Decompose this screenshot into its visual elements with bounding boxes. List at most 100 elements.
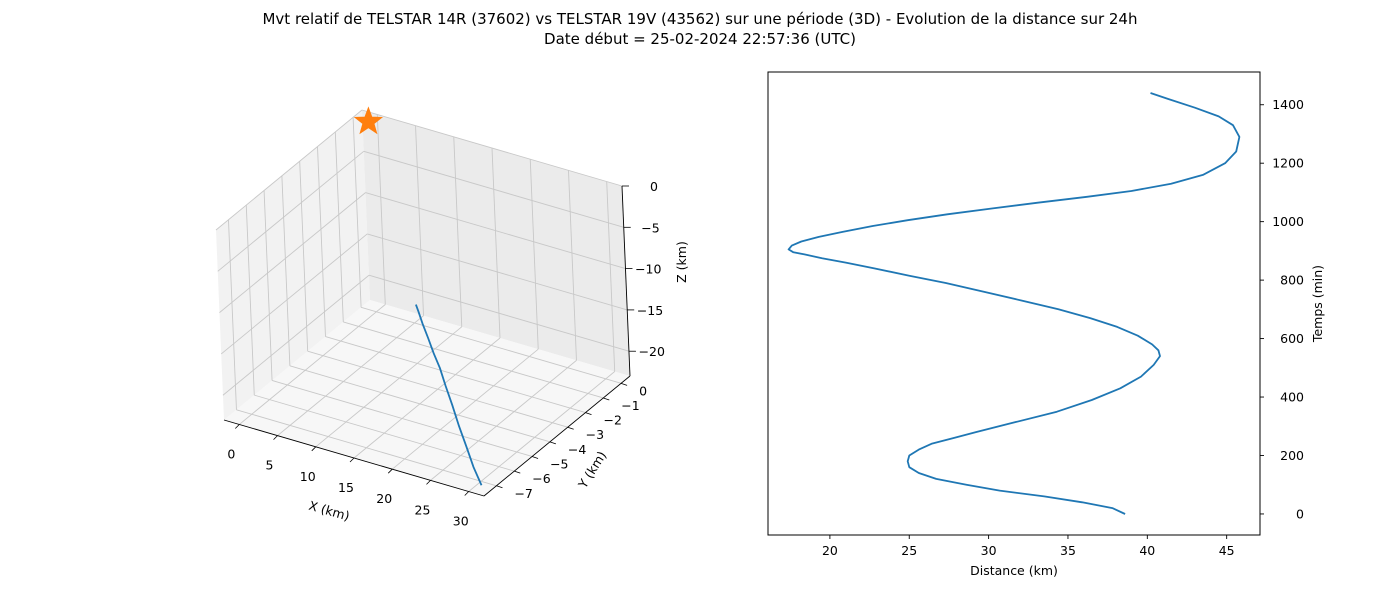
star-marker	[353, 106, 384, 135]
x-tick-label: 30	[981, 543, 997, 558]
gridline-y-left	[299, 161, 309, 352]
y-tick-label: 1400	[1272, 97, 1304, 112]
y-tick-label: −4	[568, 442, 586, 457]
gridline-z-back	[365, 192, 626, 270]
gridline-z-back	[361, 109, 623, 187]
x-axis-ticks: 20 25 30 35 40 45	[822, 535, 1235, 558]
z-tick-label: 0	[650, 179, 658, 194]
x-tick-label: 20	[822, 543, 838, 558]
y-tick-mark	[585, 412, 592, 415]
plot-frame	[767, 71, 1261, 536]
y-axis-ticks: 0 200 400 600 800 1000 1200 1400	[1260, 97, 1304, 521]
y-tick-mark	[603, 397, 610, 401]
gridline-y-left	[352, 117, 362, 308]
gridline-y-floor	[236, 409, 497, 487]
z-axis-line	[621, 185, 631, 377]
y-tick-label: 400	[1280, 390, 1304, 405]
gridline-x-back	[529, 159, 539, 350]
gridline-x-back	[453, 136, 463, 327]
x-tick-label: 20	[376, 491, 392, 506]
x-tick-label: 40	[1139, 543, 1155, 558]
y-tick-label: 800	[1280, 273, 1304, 288]
gridline-x-floor	[468, 371, 615, 492]
y-axis-line	[483, 375, 631, 497]
y-tick-label: 1200	[1272, 156, 1304, 171]
gridline-y-left	[334, 131, 344, 322]
gridline-x-back	[415, 125, 424, 316]
gridline-y-floor	[325, 336, 586, 414]
plot-distance-vs-time: 20 25 30 35 40 45 0 200 400 600 800 1000 1200 1400 D…	[767, 71, 1325, 578]
x-tick-label: 30	[453, 514, 469, 529]
gridline-x-floor	[315, 326, 463, 448]
x-tick-mark	[387, 468, 393, 474]
y-tick-label: 600	[1280, 331, 1304, 346]
gridline-y-left	[281, 175, 291, 366]
y-tick-mark	[567, 426, 574, 430]
gridline-x-back	[568, 170, 577, 361]
x-tick-mark	[235, 424, 240, 429]
gridline-x-floor	[391, 348, 539, 470]
plot-3d-relative-motion: 0510152025300−1−2−3−4−5−6−70−5−10−15−20 …	[215, 106, 689, 529]
trajectory-line	[415, 304, 483, 486]
x-tick-label: 10	[300, 469, 316, 484]
y-tick-label: 0	[1296, 506, 1304, 521]
3d-z-axis-label: Z (km)	[674, 241, 689, 283]
z-tick-label: −10	[635, 262, 661, 277]
gridline-y-left	[228, 219, 237, 410]
z-tick-label: −5	[641, 220, 659, 235]
y-tick-label: 200	[1280, 448, 1304, 463]
z-tick-label: −20	[639, 344, 665, 359]
gridline-z-left	[222, 274, 370, 396]
3d-trajectory-layer	[353, 106, 483, 486]
y-tick-label: −5	[550, 456, 568, 471]
x-tick-label: 35	[1060, 543, 1076, 558]
gridline-x-back	[376, 114, 386, 305]
x-tick-label: 5	[266, 458, 274, 473]
gridline-x-floor	[353, 337, 501, 459]
gridline-x-floor	[277, 315, 424, 436]
distance-series-line	[787, 92, 1241, 515]
pane-left-wall	[216, 110, 370, 420]
x-axis-label: Distance (km)	[970, 563, 1058, 578]
y-tick-label: −6	[532, 471, 550, 486]
gridline-z-left	[219, 192, 366, 313]
gridline-z-back	[363, 150, 624, 228]
x-tick-mark	[464, 491, 469, 496]
y-tick-mark	[620, 382, 628, 386]
y-tick-label: −7	[514, 486, 532, 501]
gridline-x-back	[491, 147, 501, 339]
distance-series-layer	[787, 92, 1241, 515]
y-tick-label: 1000	[1272, 214, 1304, 229]
x-tick-mark	[273, 435, 278, 440]
y-tick-mark	[514, 470, 521, 474]
3d-gridlines	[215, 109, 630, 492]
gridline-z-left	[220, 233, 368, 355]
gridline-y-floor	[307, 350, 568, 428]
x-tick-label: 15	[338, 480, 354, 495]
y-tick-mark	[549, 441, 557, 445]
gridline-x-floor	[430, 360, 577, 481]
x-tick-label: 25	[901, 543, 917, 558]
x-tick-label: 0	[227, 446, 235, 461]
chart-subtitle: Date début = 25-02-2024 22:57:36 (UTC)	[544, 30, 856, 48]
gridline-x-back	[606, 181, 616, 372]
y-tick-label: −1	[621, 398, 639, 413]
y-tick-label: −3	[586, 427, 604, 442]
3d-x-axis-label: X (km)	[307, 498, 351, 524]
x-tick-mark	[311, 446, 317, 452]
y-tick-label: −2	[603, 413, 621, 428]
gridline-y-left	[317, 146, 326, 337]
y-tick-label: 0	[639, 383, 647, 398]
gridline-y-left	[263, 190, 273, 381]
x-tick-label: 25	[415, 502, 431, 517]
y-axis-label: Temps (min)	[1310, 265, 1325, 343]
gridline-z-left	[215, 109, 363, 231]
x-tick-mark	[349, 457, 355, 463]
chart-title: Mvt relatif de TELSTAR 14R (37602) vs TE…	[262, 10, 1137, 28]
x-tick-label: 45	[1219, 543, 1235, 558]
gridline-y-floor	[271, 380, 533, 457]
gridline-x-floor	[239, 304, 386, 425]
gridline-z-back	[368, 274, 630, 352]
